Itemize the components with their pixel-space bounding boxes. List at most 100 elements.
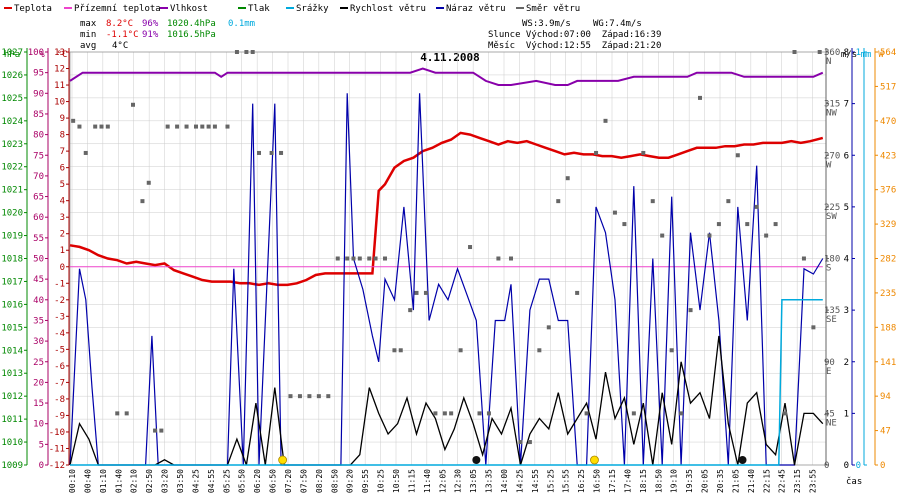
- x-axis-unit: čas: [846, 476, 862, 487]
- axis-pct-tick-label: 95: [33, 69, 44, 79]
- wind-dir-point: [442, 411, 447, 416]
- axis-pct-tick-label: 90: [33, 89, 44, 99]
- wind-dir-point: [811, 325, 816, 330]
- axis-w-tick-label: 47: [880, 427, 891, 437]
- axis-dir-tick-label: 270: [824, 151, 840, 161]
- wind-dir-point: [99, 124, 104, 129]
- wind-dir-point: [105, 124, 110, 129]
- wind-dir-point: [603, 118, 608, 123]
- axis-w-unit: W: [878, 50, 884, 60]
- axis-dir-compass: N: [826, 57, 831, 67]
- wind-dir-point: [801, 256, 806, 261]
- axis-degc-tick-label: -8: [54, 395, 65, 405]
- wind-dir-point: [584, 411, 589, 416]
- wind-dir-point: [307, 394, 312, 399]
- x-tick-label: 12:05: [438, 469, 447, 493]
- axis-hpa-tick-label: 1017: [1, 277, 23, 287]
- x-tick-label: 13:05: [469, 469, 478, 493]
- wind-dir-point: [622, 222, 627, 227]
- axis-w-tick-label: 376: [880, 186, 896, 196]
- moon-icon: [472, 456, 481, 464]
- axis-hpa-tick-label: 1022: [1, 163, 23, 173]
- x-tick-label: 02:10: [130, 469, 139, 493]
- axis-degc-tick-label: -11: [49, 444, 65, 454]
- axis-ms-tick-label: 3: [844, 306, 849, 316]
- stats-panel: max 8.2°C 96% 1020.4hPa 0.1mm min -1.1°C…: [80, 19, 661, 51]
- axis-ms-tick-label: 6: [844, 151, 849, 161]
- axis-pct-tick-label: 25: [33, 358, 44, 368]
- wind-dir-point: [383, 256, 387, 261]
- x-tick-label: 04:25: [191, 469, 200, 493]
- wind-dir-point: [297, 394, 302, 399]
- axis-pct-tick-label: 60: [33, 213, 44, 223]
- axis-ms-tick-label: 7: [844, 100, 849, 110]
- axis-dir-tick-label: 90: [824, 358, 835, 368]
- legend-label: Vlhkost: [170, 4, 208, 14]
- wind-dir-point: [423, 290, 428, 295]
- wind-dir-point: [688, 308, 693, 313]
- wind-dir-point: [165, 124, 170, 129]
- axis-dir-tick-label: 180: [824, 255, 840, 265]
- wind-dir-point: [817, 50, 822, 54]
- axis-degc-tick-label: -12: [49, 461, 65, 471]
- stats-moon: Měsíc Východ:12:55 Západ:21:20: [488, 41, 661, 51]
- x-tick-label: 17:40: [623, 469, 632, 493]
- stats-min-temp: -1.1°C: [106, 30, 139, 40]
- x-tick-label: 03:50: [176, 469, 185, 493]
- wind-dir-point: [449, 411, 454, 416]
- wind-dir-point: [575, 290, 580, 295]
- wind-dir-point: [716, 222, 721, 227]
- wind-dir-point: [140, 199, 145, 204]
- wind-dir-point: [783, 411, 788, 416]
- axis-degc-tick-label: 11: [54, 81, 65, 91]
- axis-hpa-tick-label: 1012: [1, 392, 23, 402]
- wind-dir-point: [537, 348, 542, 353]
- axis-hpa-tick-label: 1020: [1, 209, 23, 219]
- wind-dir-point: [357, 256, 362, 261]
- x-tick-label: 23:55: [809, 469, 818, 493]
- wind-dir-point: [373, 256, 378, 261]
- axis-hpa-tick-label: 1015: [1, 323, 23, 333]
- x-tick-label: 11:15: [407, 469, 416, 493]
- wind-dir-point: [518, 440, 523, 445]
- legend-label: Přízemní teplota: [74, 4, 161, 14]
- x-tick-label: 05:25: [222, 469, 231, 493]
- axis-dir-compass: SW: [826, 212, 837, 222]
- axis-degc-tick-label: 2: [60, 230, 65, 240]
- x-tick-label: 01:10: [99, 469, 108, 493]
- axis-ms-tick-label: 8: [844, 48, 849, 58]
- wind-dir-point: [71, 118, 76, 123]
- axis-dir-tick-label: 360: [824, 48, 840, 58]
- axis-degc-tick-label: 13: [54, 48, 65, 58]
- wind-dir-point: [115, 411, 120, 416]
- axis-hpa-tick-label: 1009: [1, 461, 23, 471]
- sun-icon: [278, 455, 288, 465]
- axis-pct-tick-label: 15: [33, 399, 44, 409]
- plot-grid: [69, 51, 827, 466]
- axis-degc-tick-label: -6: [54, 362, 65, 372]
- x-tick-label: 09:55: [361, 469, 370, 493]
- x-tick-label: 20:05: [701, 469, 710, 493]
- axis-hpa-tick-label: 1025: [1, 94, 23, 104]
- x-tick-label: 00:40: [83, 469, 92, 493]
- x-tick-label: 15:55: [562, 469, 571, 493]
- x-tick-label: 21:40: [747, 469, 756, 493]
- x-tick-label: 10:50: [392, 469, 401, 493]
- x-tick-label: 12:30: [454, 469, 463, 493]
- axis-degc-tick-label: 9: [60, 114, 65, 124]
- wind-dir-point: [408, 308, 413, 313]
- wind-dir-point: [335, 256, 340, 261]
- x-tick-label: 08:20: [315, 469, 324, 493]
- wind-dir-point: [77, 124, 82, 129]
- x-tick-label: 19:10: [670, 469, 679, 493]
- wind-dir-point: [477, 411, 482, 416]
- axis-degc-tick-label: 1: [60, 246, 65, 256]
- x-tick-label: 09:20: [346, 469, 355, 493]
- axis-degc-tick-label: 5: [60, 180, 65, 190]
- x-tick-label: 16:50: [593, 469, 602, 493]
- axis-dir-compass: W: [826, 160, 832, 170]
- chart-title: 4.11.2008: [420, 51, 480, 64]
- stats-ws: WS:3.9m/s: [522, 19, 571, 29]
- wind-dir-point: [546, 325, 551, 330]
